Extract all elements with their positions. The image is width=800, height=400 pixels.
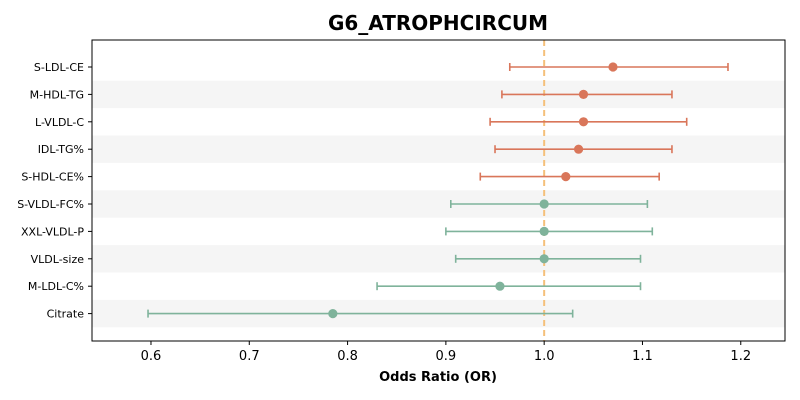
or-point xyxy=(608,62,618,72)
row-bands xyxy=(92,80,785,328)
row-band xyxy=(92,245,785,273)
y-tick-label: S-VLDL-FC% xyxy=(17,198,84,211)
estimate-row xyxy=(508,62,729,72)
estimate-row xyxy=(479,172,660,182)
row-band xyxy=(92,80,785,109)
y-axis-ticks: S-LDL-CE M-HDL-TG L-VLDL-C IDL-TG% S-HDL-CE%… xyxy=(17,61,92,321)
x-tick-label: 0.7 xyxy=(239,349,260,364)
y-tick-label: Citrate xyxy=(47,308,85,321)
estimate-row xyxy=(454,254,642,264)
chart-title: G6_ATROPHCIRCUM xyxy=(328,11,548,35)
estimate-row xyxy=(489,117,688,127)
row-band xyxy=(92,190,785,218)
y-tick-label: L-VLDL-C xyxy=(35,116,84,129)
estimate-row xyxy=(501,89,673,99)
plot-frame xyxy=(91,39,786,342)
x-axis-label: Odds Ratio (OR) xyxy=(379,370,497,385)
y-tick-label: XXL-VLDL-P xyxy=(21,225,84,238)
or-point xyxy=(561,172,571,182)
x-tick-label: 0.6 xyxy=(141,349,162,364)
or-point xyxy=(495,281,505,291)
or-point xyxy=(539,254,549,264)
x-tick-label: 0.9 xyxy=(436,349,457,364)
or-point xyxy=(573,144,584,154)
estimate-row xyxy=(376,281,642,291)
x-tick-label: 1.1 xyxy=(632,349,653,364)
or-point xyxy=(539,199,549,209)
y-tick-label: M-HDL-TG xyxy=(30,88,84,101)
y-tick-label: S-LDL-CE xyxy=(34,61,84,74)
x-tick-label: 0.8 xyxy=(337,349,358,364)
data-marks xyxy=(147,62,729,319)
x-tick-label: 1.0 xyxy=(534,349,555,364)
or-point xyxy=(328,309,338,319)
y-tick-label: M-LDL-C% xyxy=(28,280,84,293)
y-tick-label: IDL-TG% xyxy=(38,143,84,156)
y-tick-label: VLDL-size xyxy=(31,253,85,266)
or-point xyxy=(578,89,589,99)
row-band xyxy=(92,135,785,163)
estimate-row xyxy=(445,226,654,236)
estimate-row xyxy=(494,144,673,154)
x-tick-label: 1.2 xyxy=(730,349,751,364)
or-point xyxy=(539,226,549,236)
y-tick-label: S-HDL-CE% xyxy=(21,171,84,184)
estimate-row xyxy=(147,309,574,319)
x-axis-ticks: 0.6 0.7 0.8 0.9 1.0 1.1 1.2 xyxy=(141,341,751,364)
estimate-row xyxy=(449,199,649,209)
or-point xyxy=(578,117,589,127)
